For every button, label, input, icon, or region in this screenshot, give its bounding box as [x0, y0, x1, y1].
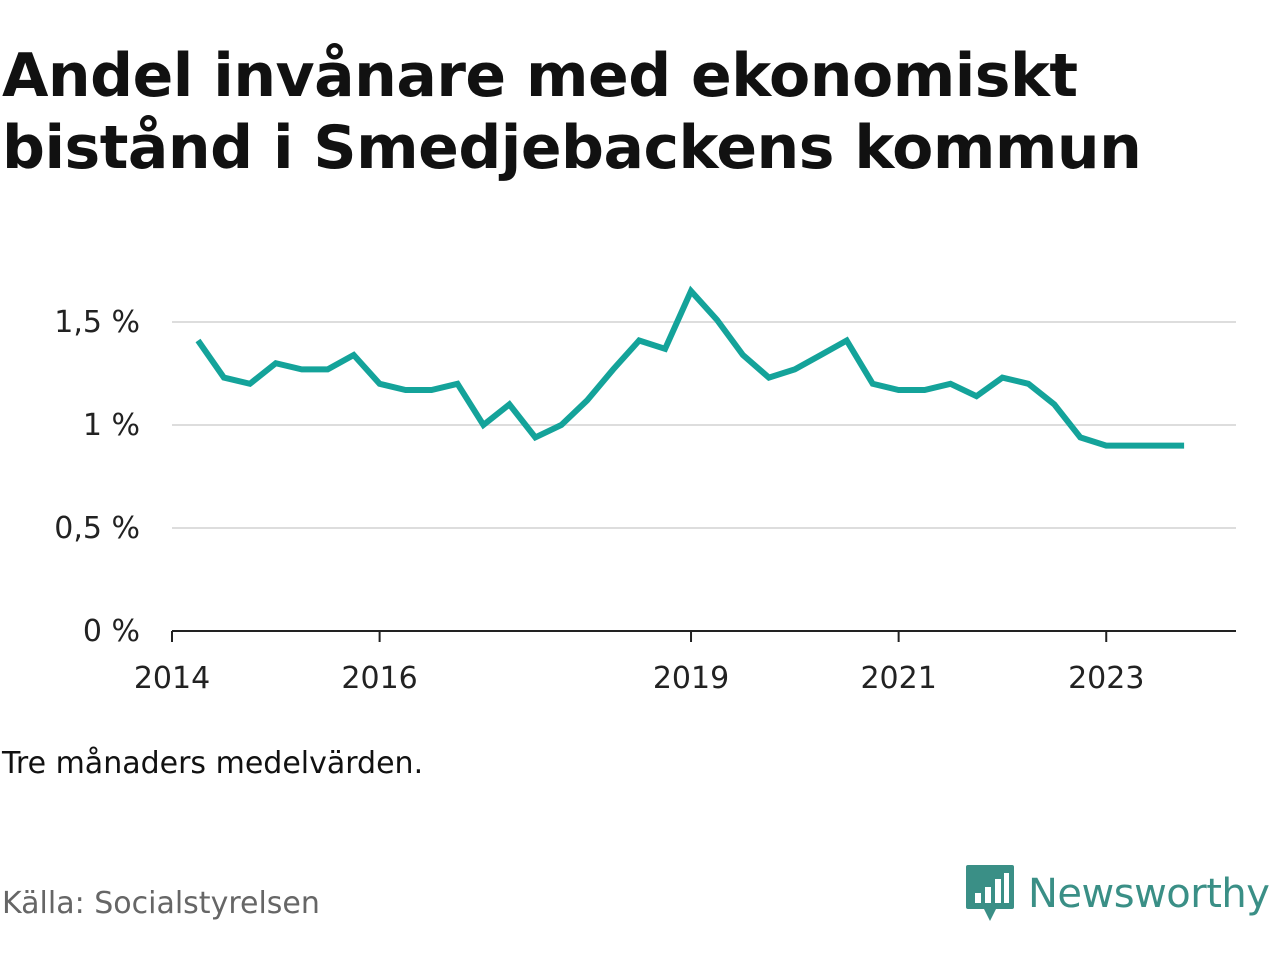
series [195, 285, 1185, 449]
x-axis [171, 630, 1236, 642]
line-chart: 0 % 0,5 % 1 % 1,5 % 2014 2016 2019 2021 2023 [54, 285, 1236, 696]
x-tick-label: 2019 [653, 661, 729, 696]
source-credit: Källa: Socialstyrelsen [2, 886, 320, 921]
newsworthy-logo: Newsworthy [964, 862, 1270, 926]
series-line [195, 285, 1185, 449]
chart-title: Andel invånare med ekonomiskt bistånd i … [2, 41, 1142, 183]
brand-name: Newsworthy [1028, 871, 1270, 917]
gridlines [172, 321, 1236, 529]
y-tick-label: 0,5 % [54, 511, 140, 546]
x-tick-label: 2021 [860, 661, 936, 696]
newsworthy-chart-bubble-icon [966, 865, 1014, 921]
y-tick-label: 1 % [83, 408, 140, 443]
y-axis-labels: 0 % 0,5 % 1 % 1,5 % [54, 305, 140, 649]
x-tick-label: 2023 [1068, 661, 1144, 696]
y-tick-label: 0 % [83, 614, 140, 649]
x-tick-label: 2016 [341, 661, 417, 696]
x-axis-labels: 2014 2016 2019 2021 2023 [134, 661, 1145, 696]
y-tick-label: 1,5 % [54, 305, 140, 340]
chart-note: Tre månaders medelvärden. [2, 746, 424, 781]
x-tick-label: 2014 [134, 661, 210, 696]
